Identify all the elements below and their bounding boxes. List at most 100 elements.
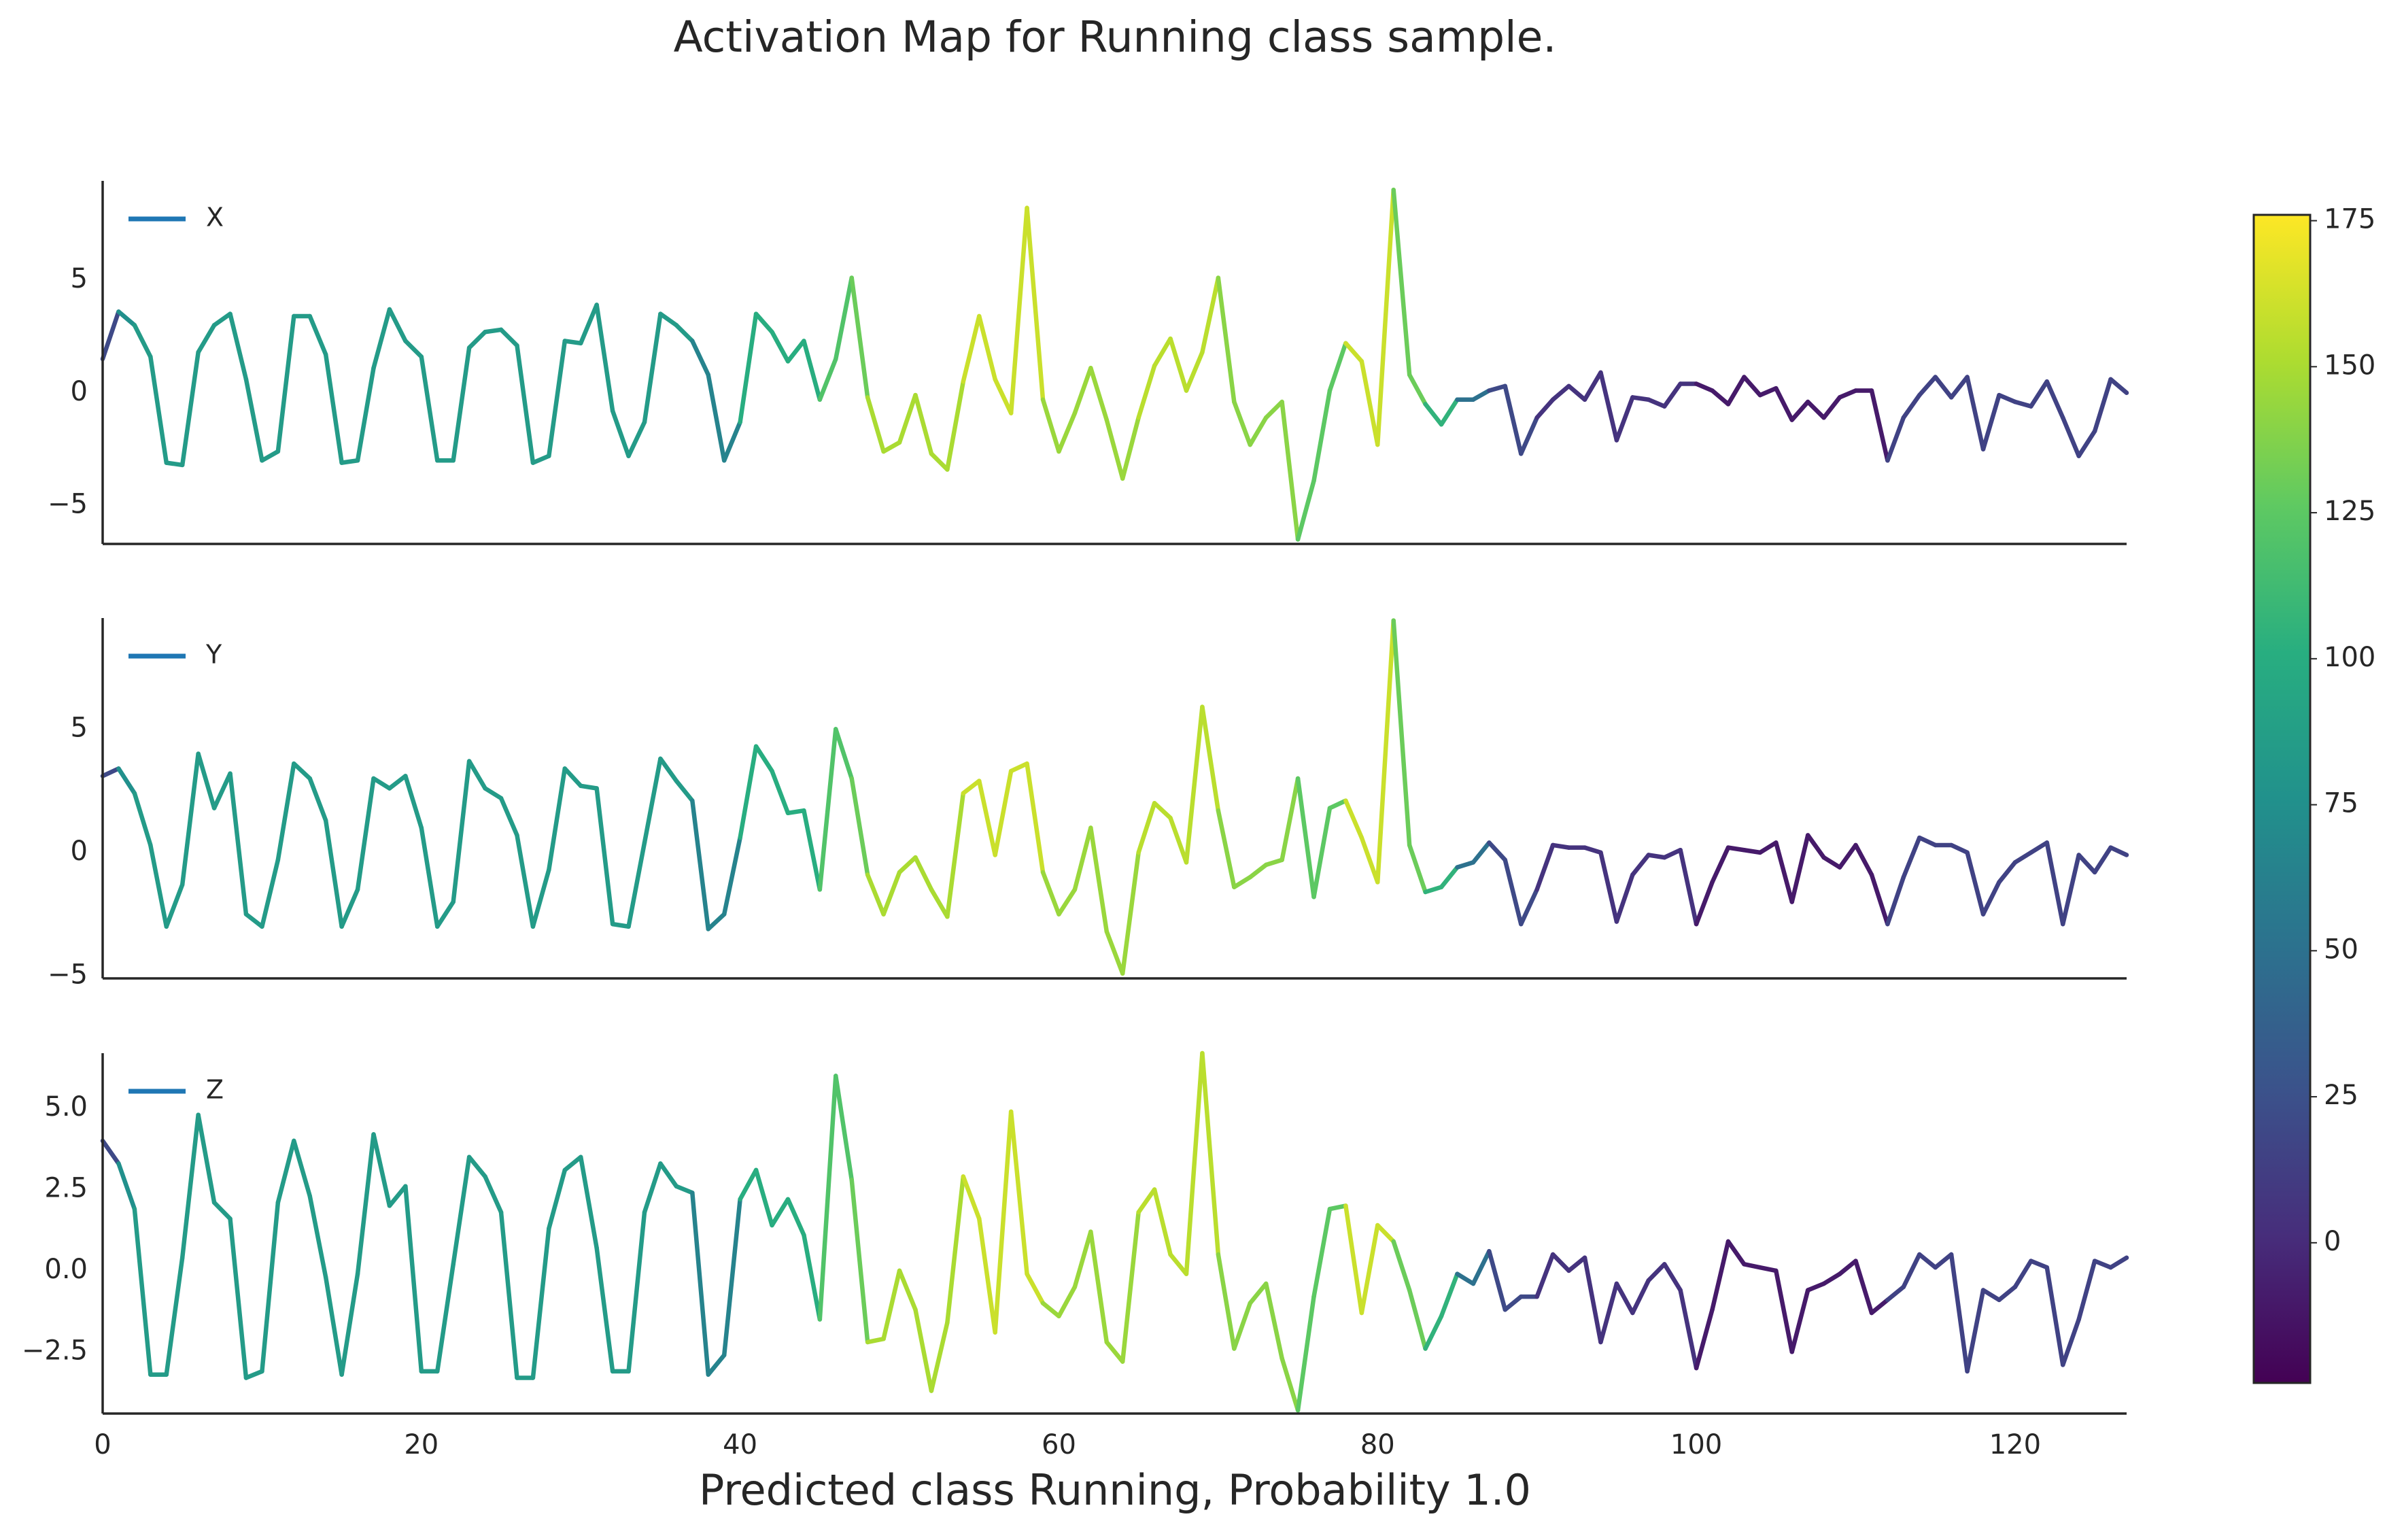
line-segment — [1487, 840, 1508, 863]
line-segment — [1614, 1281, 1635, 1316]
line-segment — [1742, 847, 1763, 855]
line-segment — [1725, 845, 1747, 853]
line-segment — [578, 783, 599, 791]
line-segment — [1152, 801, 1173, 821]
line-segment — [483, 327, 504, 335]
line-segment — [1184, 704, 1205, 865]
line-segment — [1662, 381, 1683, 409]
line-segment — [834, 727, 854, 781]
line-segment — [881, 440, 902, 454]
line-segment — [1343, 341, 1364, 364]
line-segment — [1742, 1262, 1763, 1270]
line-segment — [547, 1167, 568, 1231]
line-segment — [243, 912, 264, 929]
line-segment — [865, 1336, 886, 1345]
line-segment — [562, 766, 583, 789]
line-segment — [977, 1216, 997, 1335]
line-segment — [913, 855, 934, 892]
line-segment — [260, 449, 281, 463]
line-segment — [403, 774, 424, 830]
colorbar-tick-label: 25 — [2324, 1080, 2358, 1111]
line-segment — [1725, 1239, 1747, 1267]
y-tick-label: 0 — [71, 836, 88, 867]
line-segment — [993, 768, 1014, 857]
line-segment — [642, 311, 663, 425]
line-segment — [1152, 336, 1173, 369]
line-segment — [547, 339, 568, 458]
line-segment — [658, 1161, 679, 1189]
line-segment — [1280, 776, 1301, 863]
line-segment — [1662, 847, 1683, 860]
line-segment — [785, 808, 806, 816]
line-segment — [371, 776, 392, 791]
line-segment — [1694, 381, 1715, 393]
line-segment — [1263, 1281, 1284, 1361]
line-segment — [1901, 835, 1922, 880]
line-segment — [1774, 386, 1794, 422]
line-segment — [2092, 1259, 2113, 1270]
line-segment — [753, 311, 774, 335]
line-segment — [387, 307, 408, 343]
line-segment — [865, 395, 886, 454]
line-segment — [419, 354, 440, 463]
line-segment — [2060, 415, 2081, 458]
line-segment — [498, 327, 519, 348]
line-segment — [2044, 1265, 2065, 1367]
line-segment — [515, 343, 536, 465]
line-segment — [498, 795, 519, 838]
line-segment — [2092, 377, 2113, 434]
line-segment — [307, 776, 328, 823]
line-segment — [674, 778, 695, 803]
line-segment — [802, 808, 823, 892]
line-segment — [1407, 372, 1428, 407]
line-segment — [785, 339, 806, 364]
line-segment — [929, 887, 950, 919]
line-segment — [1598, 1281, 1619, 1345]
line-segment — [243, 377, 264, 463]
line-segment — [1694, 880, 1715, 927]
line-segment — [1789, 399, 1810, 422]
line-segment — [706, 1352, 727, 1377]
line-segment — [1582, 1255, 1603, 1345]
line-segment — [738, 311, 759, 425]
line-segment — [1200, 704, 1221, 813]
line-segment — [1678, 847, 1699, 927]
line-segment — [1917, 375, 1938, 398]
line-segment — [1518, 887, 1539, 927]
line-segment — [897, 855, 918, 875]
y-tick-label: 0 — [71, 376, 88, 407]
line-segment — [196, 751, 217, 810]
line-segment — [993, 1109, 1014, 1335]
line-segment — [897, 392, 918, 445]
line-segment — [164, 460, 185, 468]
line-segment — [1040, 870, 1061, 917]
line-segment — [1774, 840, 1794, 904]
y-tick-label: 5.0 — [44, 1091, 88, 1123]
line-segment — [977, 778, 997, 857]
line-segment — [1040, 397, 1061, 454]
line-segment — [1997, 860, 2018, 885]
line-segment — [371, 1132, 392, 1208]
line-segment — [1120, 1210, 1141, 1364]
line-segment — [1248, 415, 1269, 447]
line-segment — [1391, 1239, 1412, 1293]
line-segment — [2044, 379, 2065, 420]
line-segment — [1295, 776, 1316, 900]
line-segment — [1550, 1252, 1571, 1273]
line-segment — [1789, 1288, 1810, 1354]
line-segment — [1582, 845, 1603, 855]
line-segment — [1997, 1284, 2018, 1303]
line-segment — [387, 774, 408, 791]
line-segment — [339, 458, 360, 465]
line-segment — [642, 756, 663, 845]
line-segment — [1965, 1288, 1986, 1374]
line-segment — [1025, 205, 1046, 402]
line-segment — [626, 1210, 647, 1374]
line-segment — [2108, 1255, 2129, 1270]
line-segment — [1088, 366, 1110, 422]
line-segment — [1598, 850, 1619, 924]
line-segment — [578, 303, 599, 346]
line-segment — [1423, 402, 1444, 427]
line-segment — [1263, 399, 1284, 420]
line-segment — [802, 339, 823, 402]
